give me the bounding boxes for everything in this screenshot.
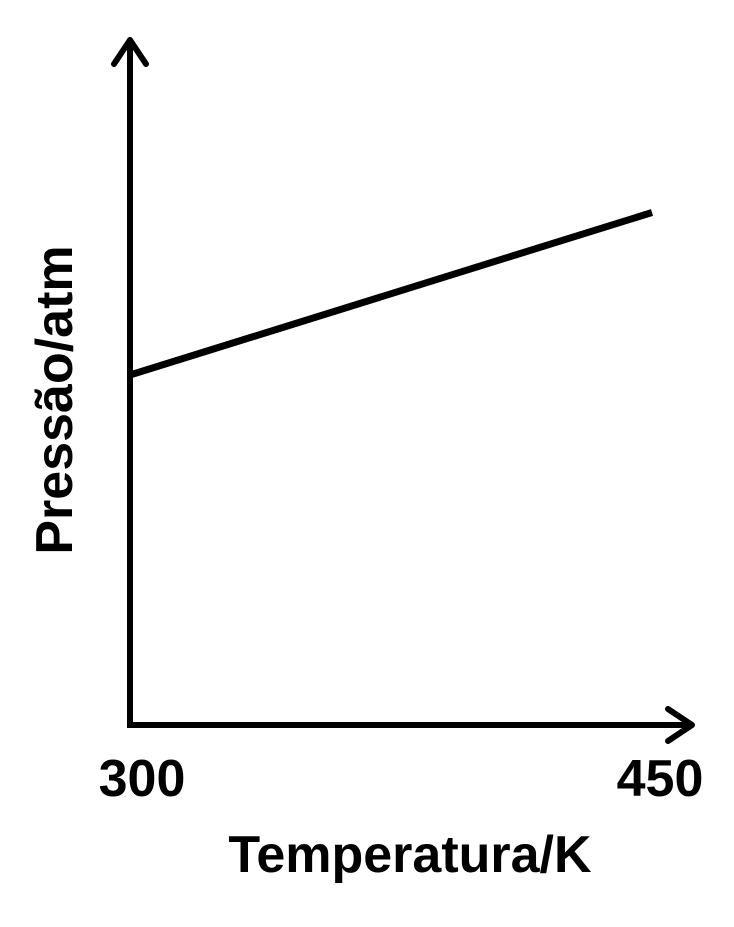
x-axis-title: Temperatura/K (228, 826, 592, 884)
x-axis-arrow (665, 706, 695, 744)
x-tick-label-300: 300 (99, 750, 186, 808)
series-layer (128, 209, 654, 379)
y-axis-title: Pressão/atm (26, 245, 84, 554)
y-axis-arrow (111, 37, 149, 67)
plot-area (111, 37, 695, 744)
x-tick-label-450: 450 (617, 750, 704, 808)
series-line-0 (128, 209, 654, 379)
